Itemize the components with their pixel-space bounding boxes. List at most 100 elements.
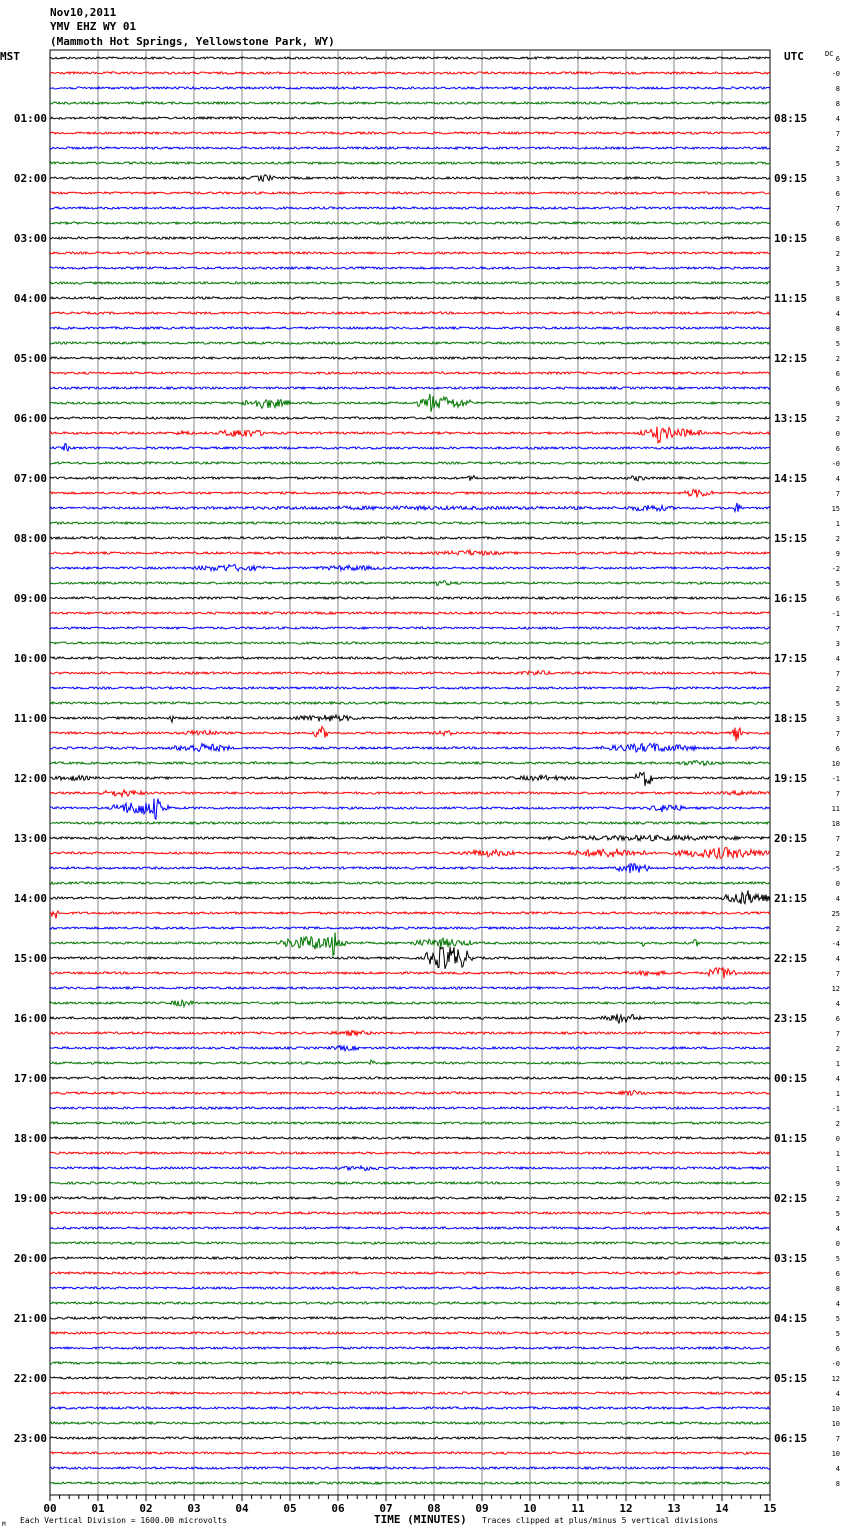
trace-line (49, 1210, 771, 1216)
mst-hour-label: 08:00 (14, 532, 47, 545)
trace-line (49, 725, 771, 742)
trace-line (49, 1164, 771, 1172)
utc-hour-label: 04:15 (774, 1312, 807, 1325)
dc-offset-value: 7 (836, 130, 840, 138)
trace-line (49, 771, 771, 787)
trace-line (49, 1059, 771, 1066)
x-tick-label: 12 (619, 1502, 632, 1515)
trace-line (49, 1360, 771, 1366)
corner-mark: M (2, 1521, 6, 1528)
dc-offset-value: -0 (832, 1360, 840, 1368)
dc-offset-value: 8 (836, 235, 840, 243)
mst-hour-label: 13:00 (14, 832, 47, 845)
trace-line (49, 426, 771, 445)
location-label: (Mammoth Hot Springs, Yellowstone Park, … (50, 35, 335, 48)
dc-offset-value: 7 (836, 490, 840, 498)
mst-axis-label: MST (0, 50, 20, 63)
trace-line (49, 741, 771, 753)
dc-label: DC (825, 50, 833, 58)
dc-offset-value: 3 (836, 640, 840, 648)
trace-line (49, 945, 771, 969)
dc-offset-value: 6 (836, 1270, 840, 1278)
mst-hour-label: 03:00 (14, 232, 47, 245)
dc-offset-value: 10 (832, 1405, 840, 1413)
trace-line (49, 115, 771, 121)
trace-line (49, 998, 771, 1009)
trace-line (49, 1135, 771, 1141)
trace-line (49, 1405, 771, 1411)
dc-offset-value: 5 (836, 280, 840, 288)
trace-line (49, 1075, 771, 1081)
dc-offset-value: -1 (832, 1105, 840, 1113)
trace-line (49, 1120, 771, 1126)
trace-line (49, 220, 771, 226)
dc-offset-value: 4 (836, 1225, 840, 1233)
utc-hour-label: 22:15 (774, 952, 807, 965)
date-label: Nov10,2011 (50, 6, 117, 19)
trace-line (50, 1465, 771, 1471)
utc-hour-label: 13:15 (774, 412, 807, 425)
trace-line (49, 713, 771, 725)
dc-offset-value: 6 (836, 595, 840, 603)
trace-line (49, 1029, 771, 1038)
trace-line (49, 890, 771, 906)
dc-offset-value: 5 (836, 160, 840, 168)
trace-line (49, 640, 771, 646)
x-tick-label: 13 (667, 1502, 680, 1515)
dc-offset-value: 4 (836, 1075, 840, 1083)
clip-note: Traces clipped at plus/minus 5 vertical … (482, 1516, 718, 1525)
dc-offset-value: 7 (836, 670, 840, 678)
dc-offset-value: 6 (836, 745, 840, 753)
mst-hour-label: 20:00 (14, 1252, 47, 1265)
dc-offset-value: 5 (836, 1255, 840, 1263)
dc-offset-value: 7 (836, 730, 840, 738)
dc-offset-value: 5 (836, 1315, 840, 1323)
trace-line (49, 55, 771, 61)
trace-line (49, 595, 771, 601)
utc-hour-label: 14:15 (774, 472, 807, 485)
trace-line (49, 1390, 771, 1396)
mst-hour-label: 16:00 (14, 1012, 47, 1025)
trace-line (49, 985, 770, 991)
dc-offset-value: 3 (836, 175, 840, 183)
x-tick-label: 00 (43, 1502, 56, 1515)
trace-line (49, 1435, 770, 1441)
trace-line (49, 355, 771, 361)
trace-line (49, 325, 771, 331)
dc-offset-value: -0 (832, 70, 840, 78)
trace-line (49, 880, 771, 886)
dc-offset-value: 3 (836, 715, 840, 723)
dc-offset-value: -2 (832, 565, 840, 573)
trace-line (49, 70, 771, 76)
dc-offset-value: 9 (836, 550, 840, 558)
mst-hour-label: 07:00 (14, 472, 47, 485)
dc-offset-value: 8 (836, 85, 840, 93)
station-label: YMV EHZ WY 01 (50, 20, 136, 33)
trace-line (49, 280, 771, 286)
dc-offset-value: 10 (832, 1450, 840, 1458)
dc-offset-value: 6 (836, 190, 840, 198)
trace-line (49, 1270, 770, 1276)
trace-line (49, 85, 771, 91)
trace-line (49, 160, 771, 166)
trace-line (49, 655, 771, 661)
dc-offset-value: 2 (836, 850, 840, 858)
utc-hour-label: 16:15 (774, 592, 807, 605)
dc-offset-value: 6 (836, 370, 840, 378)
trace-line (49, 563, 771, 573)
dc-offset-value: 2 (836, 1045, 840, 1053)
trace-line (49, 1195, 771, 1201)
dc-offset-value: 6 (836, 385, 840, 393)
mst-hour-label: 09:00 (14, 592, 47, 605)
dc-offset-value: 6 (836, 55, 840, 63)
utc-hour-label: 19:15 (774, 772, 807, 785)
trace-line (50, 610, 771, 616)
utc-hour-label: 02:15 (774, 1192, 807, 1205)
dc-offset-value: 10 (832, 760, 840, 768)
mst-hour-label: 12:00 (14, 772, 47, 785)
x-tick-label: 09 (475, 1502, 488, 1515)
dc-offset-value: 7 (836, 1435, 840, 1443)
time-labels: 01:00 02:00 03:00 04:00 05:00 06:00 07:00 08:00… (14, 112, 807, 1445)
dc-offset-value: 2 (836, 535, 840, 543)
trace-line (49, 520, 771, 526)
